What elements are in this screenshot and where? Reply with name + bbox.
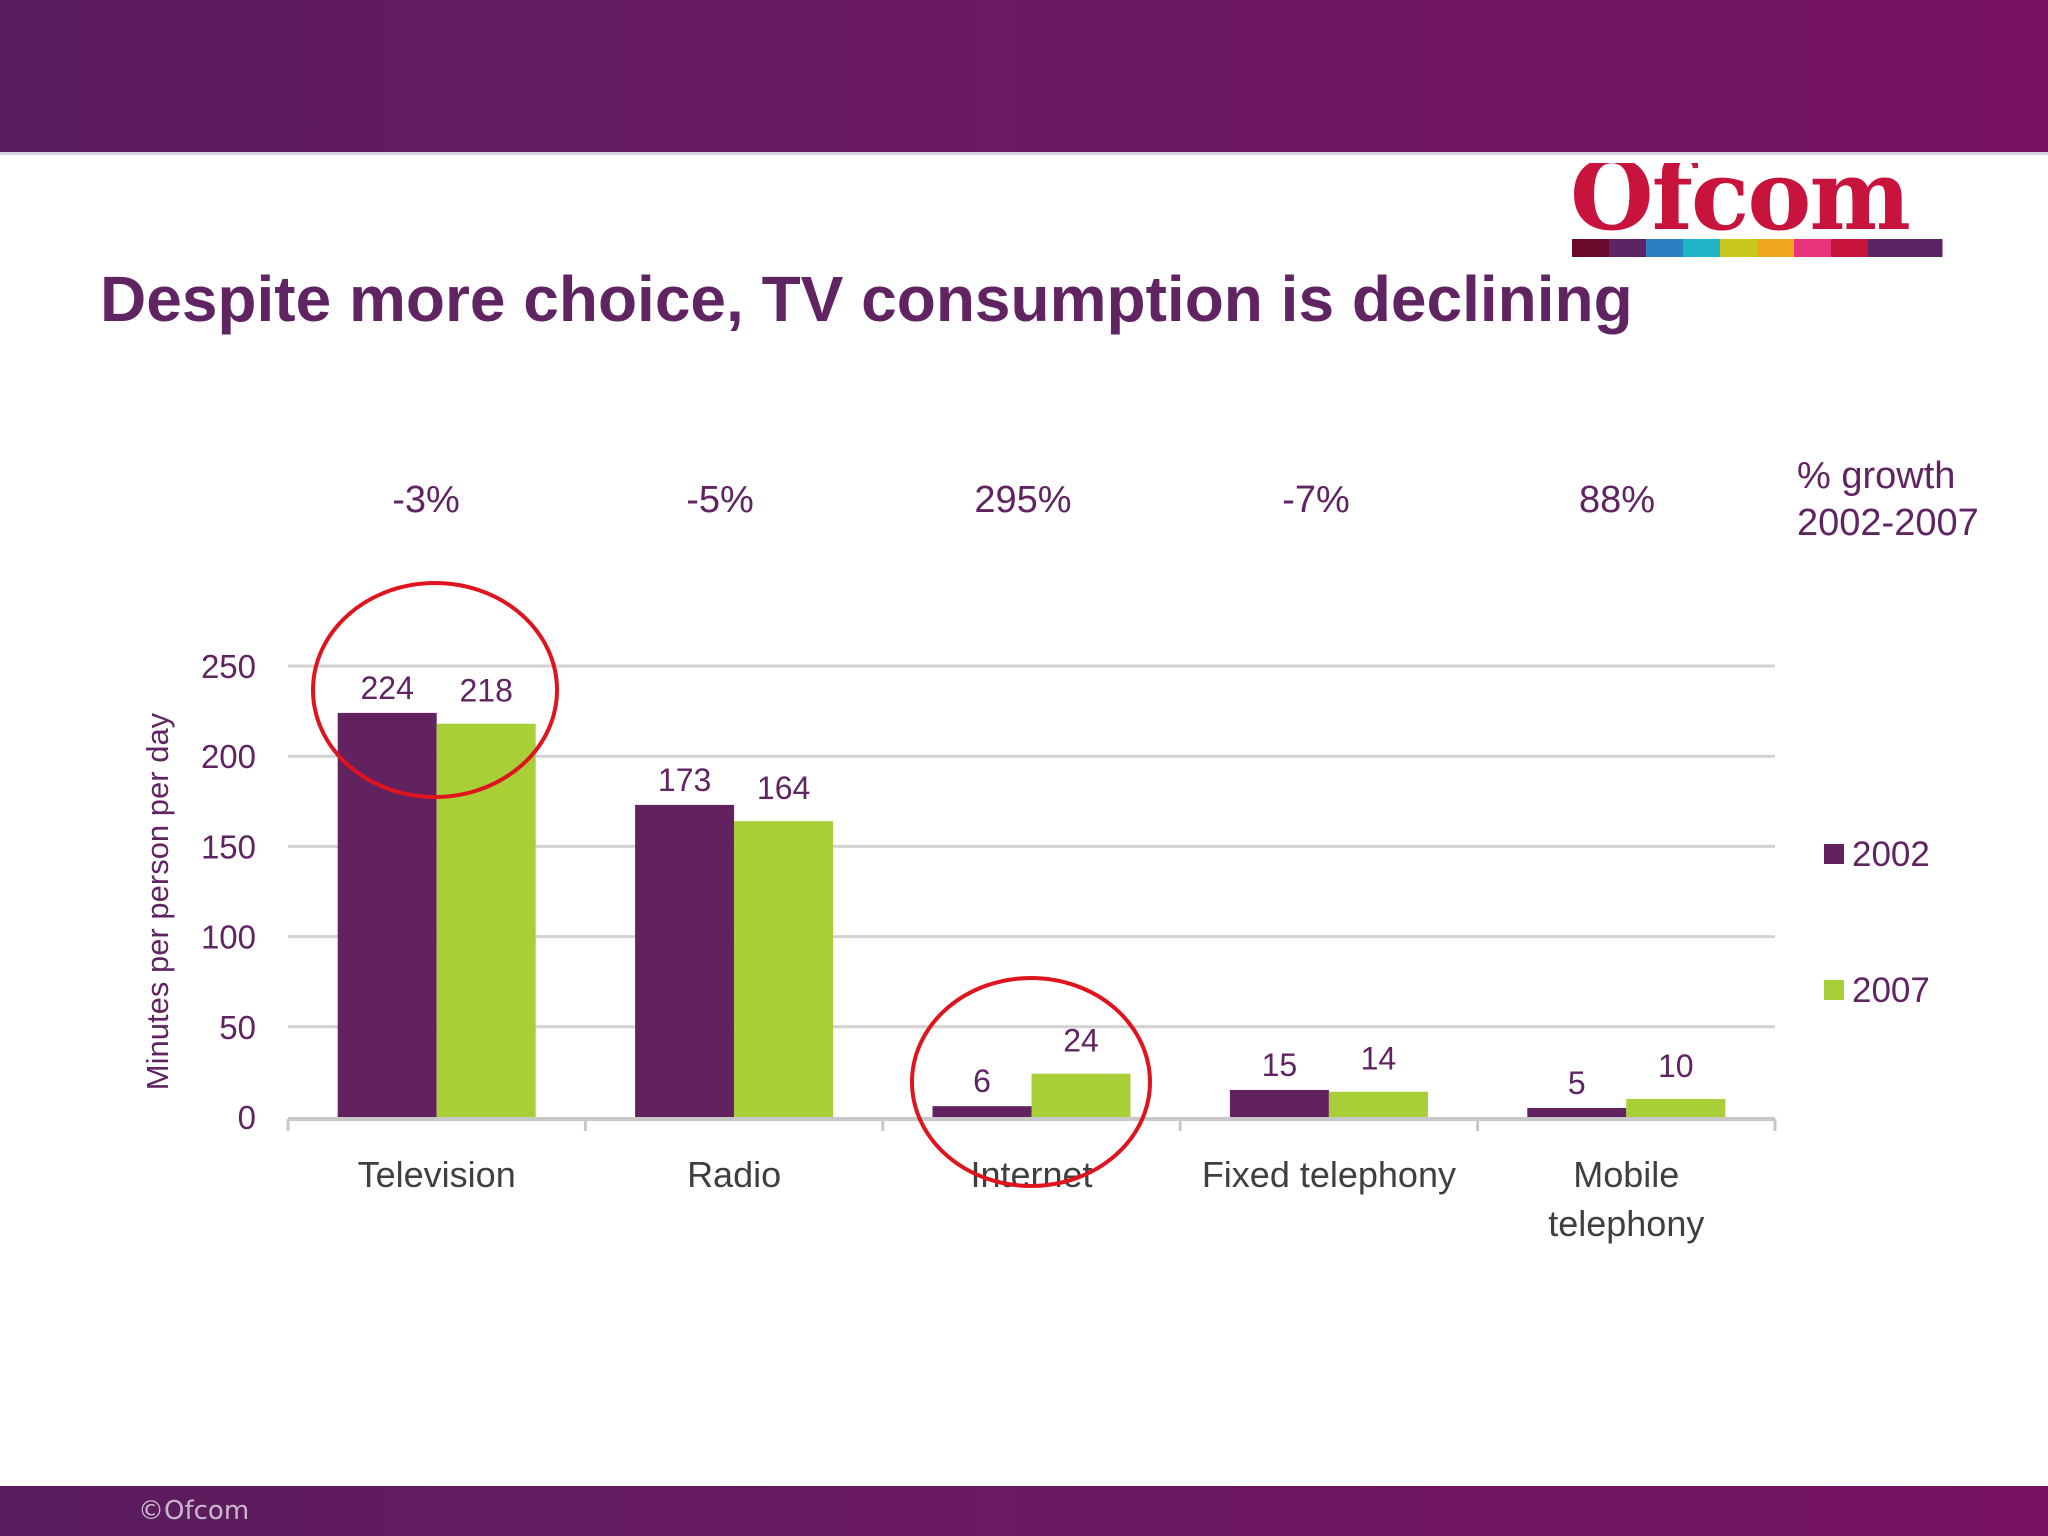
x-tick-label: Radio	[687, 1154, 781, 1195]
footer-band: ©Ofcom	[0, 1486, 2048, 1536]
bar-2007-radio	[734, 821, 834, 1117]
legend-label: 2002	[1852, 835, 1930, 874]
bar-2007-television	[436, 723, 536, 1117]
bar-2002-mobile-telephony	[1527, 1107, 1627, 1117]
data-label: 5	[1568, 1065, 1586, 1101]
logo-stripe-segment	[1572, 239, 1610, 257]
y-tick-label: 50	[219, 1009, 256, 1046]
bar-2007-internet	[1031, 1073, 1131, 1117]
logo-stripe-segment	[1868, 239, 1906, 257]
x-tick-label: telephony	[1548, 1203, 1704, 1244]
highlight-circle-internet	[910, 976, 1152, 1188]
data-label: 14	[1361, 1041, 1397, 1077]
bar-2002-internet	[932, 1106, 1032, 1117]
legend-label: 2007	[1852, 971, 1930, 1010]
growth-value: -5%	[686, 479, 754, 521]
data-label: 24	[1063, 1023, 1099, 1059]
growth-heading: 2002-2007	[1797, 502, 1979, 544]
logo-stripe-segment	[1646, 239, 1684, 257]
y-axis-title: Minutes per person per day	[140, 712, 175, 1090]
header-band	[0, 0, 2048, 155]
logo-stripe-segment	[1720, 239, 1758, 257]
bar-2002-radio	[635, 804, 735, 1117]
x-tick-label: Mobile	[1573, 1154, 1679, 1195]
y-tick-label: 200	[201, 738, 256, 775]
data-label: 224	[361, 670, 414, 706]
bar-2002-television	[337, 712, 437, 1117]
growth-value: -7%	[1282, 479, 1350, 521]
legend-swatch-2002	[1824, 844, 1844, 864]
y-tick-label: 100	[201, 919, 256, 956]
x-tick-label: Television	[358, 1154, 516, 1195]
growth-heading: % growth	[1797, 455, 1955, 497]
logo-stripe-segment	[1831, 239, 1869, 257]
bar-2007-fixed-telephony	[1328, 1091, 1428, 1117]
growth-value: 295%	[974, 479, 1071, 521]
y-tick-label: 150	[201, 828, 256, 865]
data-label: 10	[1658, 1048, 1694, 1084]
bar-2002-fixed-telephony	[1229, 1089, 1329, 1117]
x-tick-label: Internet	[970, 1154, 1092, 1195]
growth-value: 88%	[1579, 479, 1655, 521]
logo-stripe-segment	[1794, 239, 1832, 257]
slide-title: Despite more choice, TV consumption is d…	[100, 263, 1633, 335]
logo-color-stripe	[1572, 239, 1943, 257]
logo-stripe-segment	[1905, 239, 1943, 257]
logo-stripe-segment	[1609, 239, 1647, 257]
data-label: 15	[1262, 1047, 1298, 1083]
footer-copyright: ©Ofcom	[138, 1496, 250, 1526]
data-label: 173	[658, 762, 711, 798]
logo-stripe-segment	[1683, 239, 1721, 257]
highlight-circle-television	[311, 581, 559, 799]
bar-2007-mobile-telephony	[1626, 1098, 1726, 1117]
growth-value: -3%	[392, 479, 460, 521]
data-label: 164	[757, 770, 810, 806]
data-label: 6	[973, 1063, 991, 1099]
data-label: 218	[460, 673, 513, 709]
logo-wordmark: Ofcom	[1570, 163, 1909, 252]
logo-stripe-segment	[1757, 239, 1795, 257]
legend-swatch-2007	[1824, 980, 1844, 1000]
y-tick-label: 0	[238, 1099, 256, 1136]
ofcom-logo: Ofcom	[1570, 163, 1943, 257]
x-tick-label: Fixed telephony	[1202, 1154, 1456, 1195]
y-tick-label: 250	[201, 648, 256, 685]
